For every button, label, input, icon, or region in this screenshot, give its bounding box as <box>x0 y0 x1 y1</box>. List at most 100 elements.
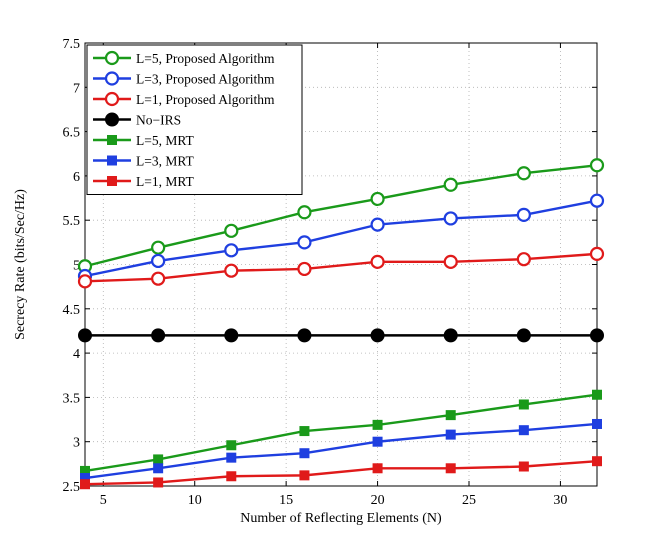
data-point <box>516 252 531 267</box>
legend-label: L=5, Proposed Algorithm <box>136 51 275 66</box>
legend-marker <box>107 155 117 166</box>
y-tick-label: 3 <box>73 436 80 451</box>
y-tick-label: 7.5 <box>63 37 81 52</box>
legend-marker <box>104 50 120 66</box>
data-point <box>443 211 458 226</box>
data-point <box>224 328 239 343</box>
data-point <box>445 410 456 421</box>
data-point <box>372 419 383 430</box>
legend-marker <box>107 176 117 186</box>
x-tick-label: 10 <box>188 493 202 508</box>
data-point <box>370 217 385 232</box>
series-line <box>84 252 598 283</box>
y-tick-label: 3.5 <box>63 391 81 406</box>
y-tick-label: 6 <box>73 170 80 185</box>
series-5 <box>80 389 602 476</box>
data-point <box>224 243 239 258</box>
data-point <box>299 426 310 437</box>
y-tick-label: 4.5 <box>63 303 81 318</box>
x-tick-label: 20 <box>371 493 385 508</box>
legend-marker <box>104 91 120 107</box>
data-point <box>153 463 164 474</box>
data-point <box>516 166 531 181</box>
series-line <box>84 164 598 268</box>
data-point <box>589 246 605 261</box>
legend-entry: L=3, MRT <box>93 154 195 169</box>
y-tick-label: 7 <box>73 81 80 96</box>
data-point <box>370 328 385 343</box>
data-point <box>297 235 312 250</box>
data-point <box>589 193 605 208</box>
data-point <box>445 463 456 474</box>
axis-ticks: 5 10 15 20 25 30 2.5 3 3.5 4 4.5 5 5.5 6 6.5 7 7.5 <box>63 37 597 508</box>
data-point <box>443 328 458 343</box>
legend-entry: L=1, MRT <box>93 174 195 189</box>
legend-marker <box>105 112 119 127</box>
data-point <box>151 253 166 269</box>
data-point <box>78 328 92 343</box>
legend-entry: L=1, Proposed Algorithm <box>93 91 275 107</box>
series-line <box>84 459 598 486</box>
data-point <box>153 454 164 465</box>
y-tick-label: 4 <box>73 347 80 362</box>
x-tick-label: 15 <box>279 493 293 508</box>
data-point <box>516 207 531 222</box>
data-point <box>151 240 166 255</box>
y-tick-label: 5.5 <box>63 214 81 229</box>
data-point <box>518 461 529 472</box>
y-tick-label: 5 <box>73 259 80 274</box>
data-point <box>151 271 166 286</box>
x-axis-label: Number of Reflecting Elements (N) <box>240 511 442 526</box>
data-point <box>80 479 90 490</box>
data-point <box>226 452 237 463</box>
legend-label: No−IRS <box>136 113 181 128</box>
series-7 <box>80 456 602 490</box>
legend: L=5, Proposed Algorithm L=3, Proposed Alg… <box>86 44 303 195</box>
y-tick-label: 6.5 <box>63 126 81 141</box>
legend-entry: No−IRS <box>93 112 181 128</box>
series-4 <box>78 328 604 343</box>
data-point <box>151 328 166 343</box>
legend-label: L=3, MRT <box>136 154 195 169</box>
series-group <box>77 158 605 490</box>
series-line <box>84 393 598 473</box>
series-1 <box>77 158 605 274</box>
data-point <box>153 477 164 488</box>
data-point <box>516 328 531 343</box>
legend-entry: L=5, MRT <box>93 133 195 148</box>
data-point <box>445 429 456 440</box>
data-point <box>443 254 458 269</box>
data-point <box>299 448 310 459</box>
series-2 <box>77 193 605 284</box>
series-3 <box>77 246 605 289</box>
data-point <box>297 328 312 343</box>
series-6 <box>80 418 602 484</box>
data-point <box>370 191 385 207</box>
data-point <box>297 205 312 220</box>
x-tick-label: 30 <box>553 493 567 508</box>
y-tick-label: 2.5 <box>63 480 81 495</box>
legend-label: L=3, Proposed Algorithm <box>136 72 275 87</box>
x-tick-label: 25 <box>462 493 476 508</box>
data-point <box>372 436 383 447</box>
legend-marker <box>107 135 117 145</box>
data-point <box>518 399 529 410</box>
legend-label: L=5, MRT <box>136 133 195 148</box>
data-point <box>518 425 529 436</box>
data-point <box>297 261 312 277</box>
x-tick-label: 5 <box>100 493 107 508</box>
data-point <box>77 274 93 289</box>
y-axis-label: Secrecy Rate (bits/Sec/Hz) <box>13 189 28 340</box>
legend-entry: L=3, Proposed Algorithm <box>93 71 275 87</box>
data-point <box>226 471 237 482</box>
data-point <box>224 263 239 278</box>
data-point <box>590 328 604 343</box>
legend-entry: L=5, Proposed Algorithm <box>93 50 275 66</box>
series-line <box>84 422 598 480</box>
data-point <box>592 456 602 467</box>
legend-label: L=1, Proposed Algorithm <box>136 92 275 107</box>
data-point <box>370 254 385 269</box>
data-point <box>372 463 383 474</box>
data-point <box>299 470 310 481</box>
